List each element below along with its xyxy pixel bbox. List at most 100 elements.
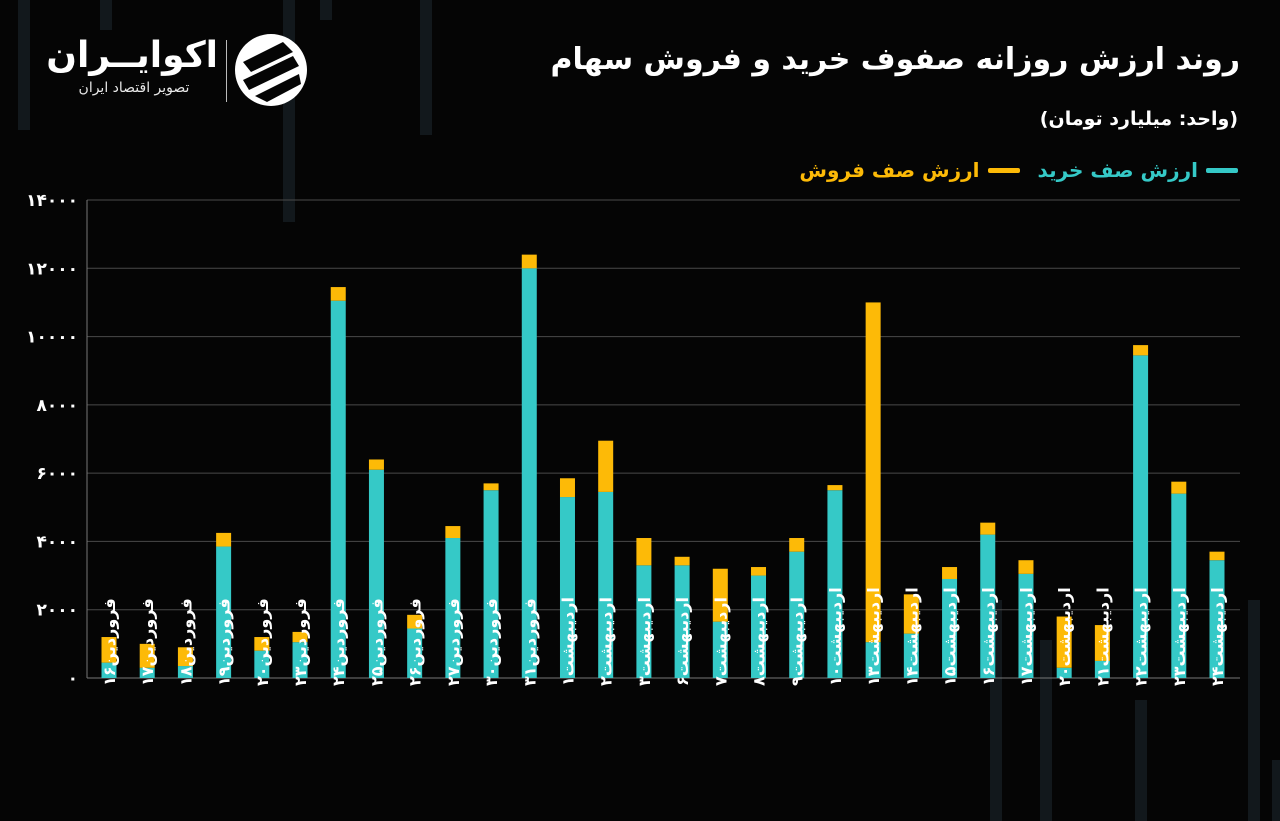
bar-sell (751, 567, 767, 576)
x-tick-label: فروردین۱۸ (176, 598, 195, 686)
x-tick-label: اردیبهشت۱۶ (979, 587, 998, 686)
bar-sell (1018, 560, 1034, 574)
logo-text: اکوایــران تصویر اقتصاد ایران (46, 30, 218, 96)
y-tick-label: ۱۴۰۰۰ (26, 191, 78, 211)
chart-title: روند ارزش روزانه صفوف خرید و فروش سهام (550, 42, 1240, 77)
legend: ارزش صف خرید ارزش صف فروش (799, 158, 1238, 182)
bar-buy (559, 497, 575, 678)
bar-buy (216, 546, 232, 678)
bar-buy (712, 621, 728, 678)
bar-buy (1209, 560, 1225, 678)
bar-sell (330, 287, 346, 301)
x-tick-label: فروردین۳۱ (520, 598, 539, 686)
x-tick-label: اردیبهشت۲ (597, 597, 616, 686)
legend-item-sell: ارزش صف فروش (799, 158, 1020, 182)
x-tick-label: فروردین۲۰ (253, 598, 272, 686)
bar-buy (177, 666, 193, 678)
bar-buy (1056, 667, 1072, 678)
bar-sell (1171, 481, 1187, 494)
x-tick-label: فروردین۲۶ (406, 598, 425, 686)
legend-label-sell: ارزش صف فروش (799, 158, 980, 182)
legend-label-buy: ارزش صف خرید (1037, 158, 1198, 182)
bar-buy (101, 662, 117, 678)
bg-candle (320, 0, 332, 20)
x-tick-label: اردیبهشت۲۲ (1132, 587, 1151, 686)
bar-sell (101, 637, 117, 663)
bg-candle (18, 0, 30, 130)
bar-buy (139, 667, 155, 678)
bar-sell (292, 631, 308, 643)
bar-sell (407, 614, 423, 629)
bg-candle (1135, 700, 1147, 821)
bar-sell (827, 485, 843, 491)
bar-buy (865, 642, 881, 678)
bar-buy (903, 633, 919, 678)
x-tick-label: اردیبهشت۲۳ (1170, 587, 1189, 686)
bar-sell (980, 522, 996, 535)
y-tick-label: ۱۲۰۰۰ (26, 259, 78, 279)
x-tick-label: اردیبهشت۸ (750, 597, 769, 686)
bar-sell (789, 538, 805, 552)
y-tick-label: ۰ (68, 669, 78, 689)
bg-candle (100, 0, 112, 30)
x-tick-label: فروردین۱۶ (100, 598, 119, 686)
x-tick-label: اردیبهشت۱۷ (1017, 587, 1036, 686)
legend-item-buy: ارزش صف خرید (1038, 158, 1238, 182)
x-tick-label: اردیبهشت۳ (635, 597, 654, 686)
bar-sell (636, 538, 652, 566)
bar-sell (942, 567, 958, 579)
bar-sell (598, 440, 614, 492)
bar-buy (980, 534, 996, 678)
x-tick-label: اردیبهشت۹ (788, 597, 807, 686)
x-tick-label: فروردین۲۵ (367, 598, 386, 686)
bar-buy (942, 578, 958, 678)
x-tick-label: اردیبهشت۶ (673, 597, 692, 686)
bar-sell (483, 483, 499, 491)
y-tick-label: ۴۰۰۰ (36, 532, 78, 552)
x-tick-label: فروردین۲۴ (329, 598, 348, 686)
bar-sell (674, 556, 690, 566)
bar-buy (636, 565, 652, 678)
bar-sell (368, 459, 384, 470)
x-tick-label: اردیبهشت۷ (711, 597, 730, 686)
bar-buy (254, 650, 270, 678)
x-tick-label: اردیبهشت۱۳ (864, 587, 883, 686)
bar-sell (177, 647, 193, 667)
logo-separator (226, 40, 227, 102)
bar-sell (712, 568, 728, 622)
bg-candle (1272, 760, 1280, 821)
x-tick-label: فروردین۲۳ (291, 598, 310, 686)
logo-name: اکوایــران (46, 35, 218, 76)
bar-sell (1056, 616, 1072, 668)
y-tick-label: ۲۰۰۰ (36, 601, 78, 621)
x-tick-label: اردیبهشت۱۴ (902, 587, 921, 686)
bar-buy (789, 551, 805, 678)
legend-swatch-sell (987, 167, 1020, 173)
legend-swatch-buy (1206, 167, 1238, 173)
bar-buy (674, 565, 690, 678)
bar-sell (445, 526, 461, 539)
chart-unit: (واحد: میلیارد تومان) (1039, 108, 1238, 130)
bar-buy (1171, 493, 1187, 678)
x-tick-label: فروردین۳۰ (482, 598, 501, 686)
y-tick-label: ۶۰۰۰ (36, 464, 78, 484)
bar-sell (1094, 625, 1110, 661)
x-tick-label: فروردین۱۷ (138, 598, 157, 686)
y-tick-label: ۱۰۰۰۰ (26, 328, 78, 348)
bar-sell (903, 594, 919, 634)
bar-buy (483, 490, 499, 678)
bar-buy (1018, 573, 1034, 678)
x-tick-label: اردیبهشت۲۱ (1093, 587, 1112, 686)
x-tick-label: اردیبهشت۱ (558, 597, 577, 686)
bar-buy (1133, 355, 1149, 678)
bar-buy (1094, 660, 1110, 678)
bar-buy (751, 575, 767, 678)
x-tick-label: فروردین۱۹ (215, 598, 234, 686)
logo-tagline: تصویر اقتصاد ایران (78, 80, 190, 96)
bg-candle (1248, 600, 1260, 821)
bar-buy (407, 628, 423, 678)
bar-sell (254, 637, 270, 651)
bar-sell (1133, 345, 1149, 356)
